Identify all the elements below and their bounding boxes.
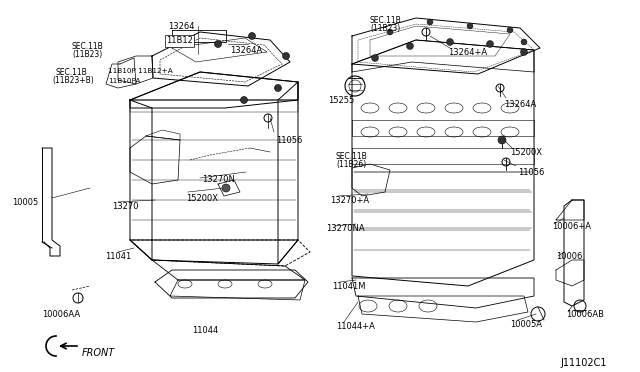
Text: FRONT: FRONT bbox=[82, 348, 115, 358]
Text: 11056: 11056 bbox=[276, 136, 302, 145]
Text: SEC.11B: SEC.11B bbox=[370, 16, 402, 25]
Text: (11B23): (11B23) bbox=[72, 50, 102, 59]
Circle shape bbox=[387, 29, 393, 35]
Circle shape bbox=[447, 38, 454, 45]
Circle shape bbox=[498, 136, 506, 144]
Text: 10006AB: 10006AB bbox=[566, 310, 604, 319]
Text: J11102C1: J11102C1 bbox=[560, 358, 607, 368]
Text: 10006+A: 10006+A bbox=[552, 222, 591, 231]
Circle shape bbox=[282, 52, 289, 60]
Text: 11B10P 11B12+A: 11B10P 11B12+A bbox=[108, 68, 173, 74]
Circle shape bbox=[406, 42, 413, 49]
Text: 11056: 11056 bbox=[518, 168, 545, 177]
Circle shape bbox=[521, 39, 527, 45]
Text: 10005: 10005 bbox=[12, 198, 38, 207]
Text: 13270: 13270 bbox=[112, 202, 138, 211]
Text: 13264A: 13264A bbox=[230, 46, 262, 55]
Circle shape bbox=[467, 23, 473, 29]
Circle shape bbox=[222, 184, 230, 192]
Circle shape bbox=[507, 27, 513, 33]
Text: 15200X: 15200X bbox=[510, 148, 542, 157]
Circle shape bbox=[275, 84, 282, 92]
Text: 11B10PA: 11B10PA bbox=[108, 78, 140, 84]
Text: 11044+A: 11044+A bbox=[336, 322, 375, 331]
Text: 10005A: 10005A bbox=[510, 320, 542, 329]
Text: 13264+A: 13264+A bbox=[448, 48, 487, 57]
Circle shape bbox=[214, 41, 221, 48]
Text: 10006AA: 10006AA bbox=[42, 310, 80, 319]
Circle shape bbox=[520, 48, 527, 55]
Circle shape bbox=[248, 32, 255, 39]
Circle shape bbox=[371, 55, 378, 61]
Text: SEC.11B: SEC.11B bbox=[72, 42, 104, 51]
Text: (11B23+B): (11B23+B) bbox=[52, 76, 93, 85]
Text: 15200X: 15200X bbox=[186, 194, 218, 203]
Text: 11B12: 11B12 bbox=[166, 36, 193, 45]
Text: 15255: 15255 bbox=[328, 96, 355, 105]
Circle shape bbox=[486, 41, 493, 48]
Text: 11041M: 11041M bbox=[332, 282, 365, 291]
Text: (11B26): (11B26) bbox=[336, 160, 366, 169]
Circle shape bbox=[427, 19, 433, 25]
Text: 13264: 13264 bbox=[168, 22, 195, 31]
Text: 13264A: 13264A bbox=[504, 100, 536, 109]
Text: 11044: 11044 bbox=[192, 326, 218, 335]
Text: 13270NA: 13270NA bbox=[326, 224, 365, 233]
Text: 13270+A: 13270+A bbox=[330, 196, 369, 205]
Text: 11041: 11041 bbox=[105, 252, 131, 261]
Text: (11B23): (11B23) bbox=[370, 24, 400, 33]
Text: 10006: 10006 bbox=[556, 252, 582, 261]
Text: 13270N: 13270N bbox=[202, 175, 235, 184]
Circle shape bbox=[241, 96, 248, 103]
Text: SEC.11B: SEC.11B bbox=[336, 152, 368, 161]
Text: SEC.11B: SEC.11B bbox=[56, 68, 88, 77]
